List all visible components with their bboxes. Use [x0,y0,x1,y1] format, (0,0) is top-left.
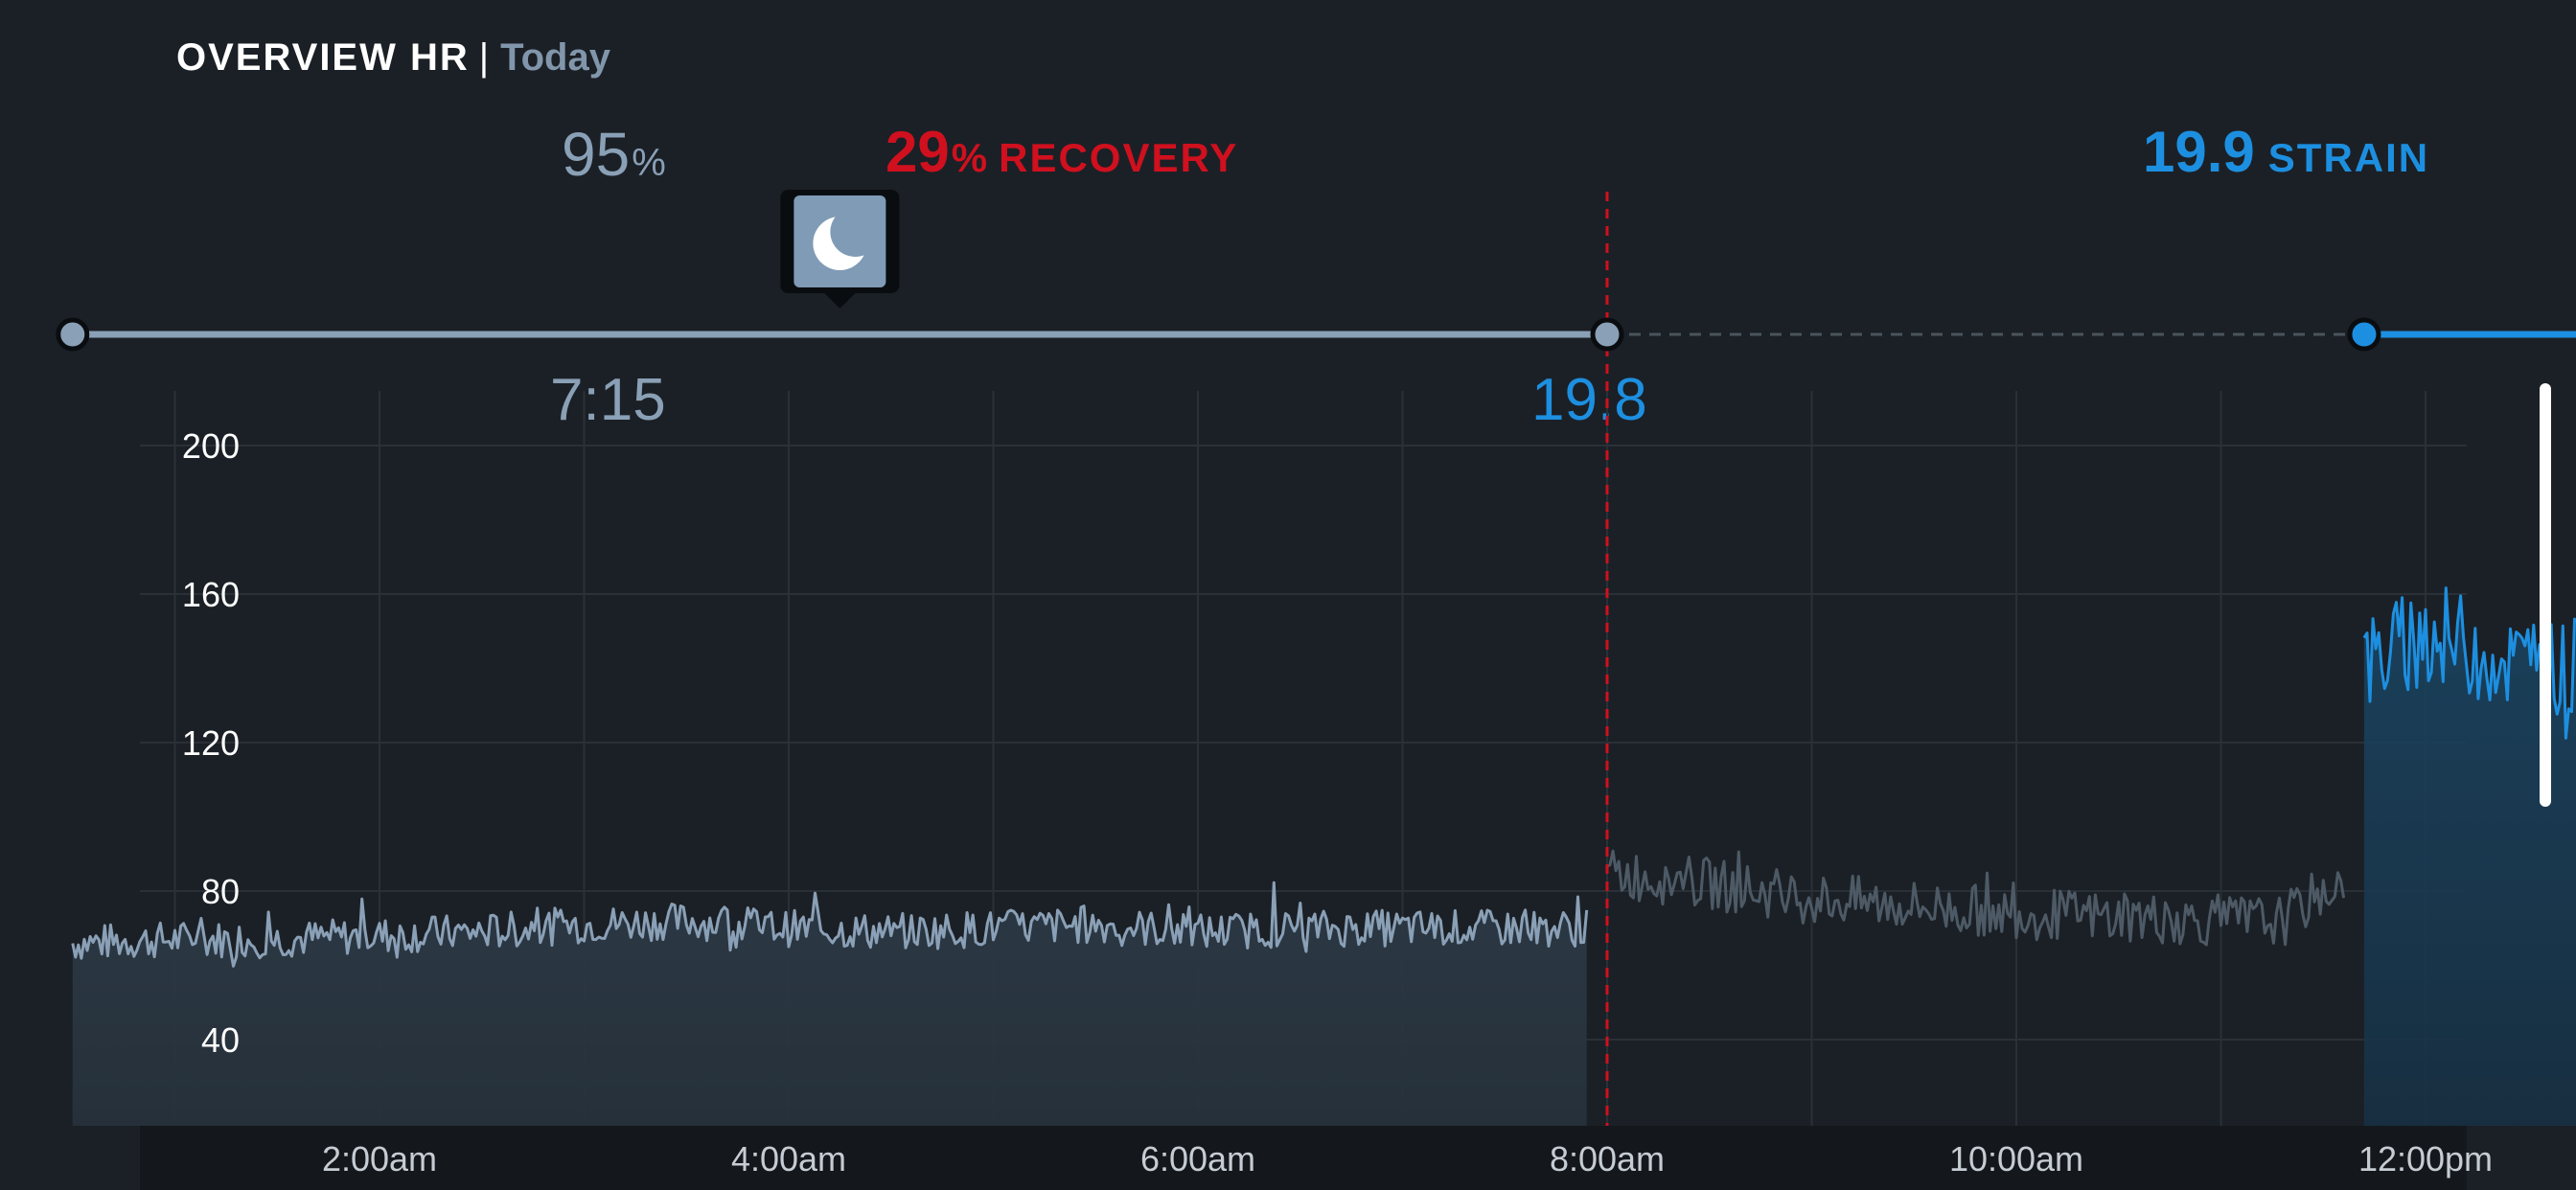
recovery-label: RECOVERY [999,135,1239,180]
overview-hr-title: OVERVIEW HR [176,36,470,79]
sleep-badge [780,190,900,309]
title-separator: | [478,36,492,79]
recovery-score[interactable]: 29% RECOVERY [886,119,1238,185]
strain-label: STRAIN [2267,135,2430,180]
area-activity [2363,587,2576,1126]
x-axis-labels: 2:00am4:00am6:00am8:00am10:00am12:00pm2:… [322,1139,2493,1179]
strain-value: 19.9 [2143,120,2255,184]
sleep-score-value: 95 [562,120,631,189]
y-tick-label: 40 [201,1020,240,1060]
x-tick-label: 2:00am [322,1139,437,1179]
sleep-score[interactable]: 95% [562,119,666,190]
x-tick-label: 10:00am [1949,1139,2083,1179]
chart-lines [71,586,2576,968]
vertical-scrollbar[interactable] [2540,383,2551,807]
strain-score[interactable]: 19.9 STRAIN [2143,119,2429,185]
timeline [56,317,2576,352]
area-sleep [72,882,1587,1126]
hr-line-awake-morning [1606,849,2346,947]
recovery-unit: % [951,135,988,180]
recovery-value: 29 [886,120,950,184]
event-icons [780,190,900,309]
y-tick-label: 160 [182,575,240,614]
x-axis-band [140,1126,2467,1190]
period-label[interactable]: Today [500,36,610,79]
x-tick-label: 8:00am [1550,1139,1665,1179]
y-tick-label: 80 [201,872,240,911]
page-title: OVERVIEW HR | Today [176,36,610,80]
sleep-start-dot [56,317,90,352]
y-tick-label: 200 [182,426,240,466]
hr-line-activity [2362,586,2576,740]
x-tick-label: 12:00pm [2358,1139,2493,1179]
y-tick-label: 120 [182,723,240,763]
activity-start-dot [2347,317,2381,352]
sleep-end-dot [1590,317,1624,352]
x-tick-label: 6:00am [1140,1139,1255,1179]
hr-line-sleep [71,881,1589,968]
x-tick-label: 4:00am [731,1139,846,1179]
moon-icon-cut [830,207,881,257]
sleep-score-unit: % [632,142,666,184]
activity-strain: 19.8 [1531,367,1647,433]
sleep-duration: 7:15 [550,367,666,433]
y-axis-labels: 200 160 120 80 40 [182,426,240,1060]
